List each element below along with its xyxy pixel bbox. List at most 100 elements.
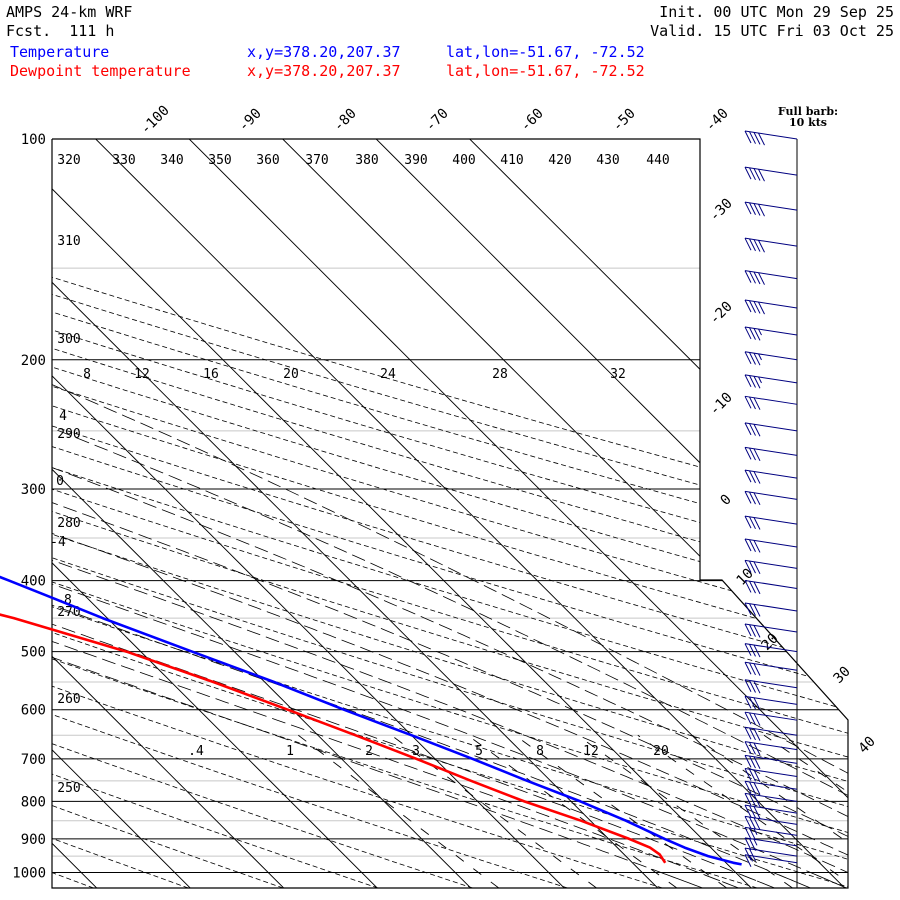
dry-adiabat <box>52 139 848 888</box>
dry-adiabat <box>52 139 189 888</box>
moist-adiabat <box>52 359 703 888</box>
pressure-tick-label: 400 <box>21 574 46 590</box>
wind-barb <box>744 780 798 795</box>
wind-barb <box>744 837 798 851</box>
moist-adiabat <box>52 359 739 888</box>
isotherm-line <box>282 139 848 888</box>
wind-barb <box>744 299 798 315</box>
pressure-tick-label: 700 <box>21 752 46 768</box>
dry-adiabat <box>52 139 663 888</box>
init-time: Init. 00 UTC Mon 29 Sep 25 <box>659 3 894 21</box>
isotherm-label: -100 <box>138 103 173 138</box>
dewpoint-xy: x,y=378.20,207.37 <box>247 62 401 80</box>
moist-adiabat <box>52 359 848 888</box>
wind-barb <box>744 768 798 783</box>
isotherm-line <box>52 139 191 888</box>
dry-adiabat <box>52 139 284 888</box>
wind-barb <box>744 490 798 506</box>
valid-time: Valid. 15 UTC Fri 03 Oct 25 <box>650 22 894 40</box>
theta-label: 310 <box>57 234 80 249</box>
mixing-ratio-label: 5 <box>475 744 483 759</box>
wind-barb <box>744 270 798 285</box>
isotherm-line <box>52 139 752 888</box>
theta-label: 350 <box>208 153 231 168</box>
dry-adiabat <box>52 139 473 888</box>
isotherm-line <box>52 139 285 888</box>
theta-label: 380 <box>355 153 378 168</box>
wind-barb <box>744 374 798 389</box>
theta-label: 250 <box>57 781 80 796</box>
isotherm-line <box>52 139 378 888</box>
wind-barb <box>744 804 798 819</box>
wind-barb <box>744 741 798 756</box>
wind-barb <box>744 661 798 676</box>
moist-adiabat <box>52 359 848 888</box>
wind-barb <box>744 847 798 862</box>
isotherm-line <box>469 139 848 888</box>
forecast-hour: Fcst. 111 h <box>6 22 115 40</box>
wind-barb <box>744 395 798 410</box>
dry-adiabat <box>52 139 848 888</box>
moist-adiabat <box>52 359 848 888</box>
isotherm-label: -20 <box>707 299 736 328</box>
isotherm-label: 0 <box>718 492 735 509</box>
theta-label: 330 <box>112 153 135 168</box>
wind-barb <box>744 559 798 575</box>
mixing-ratio-label: 1 <box>286 744 294 759</box>
theta-label: 400 <box>452 153 475 168</box>
dry-adiabat <box>52 139 848 888</box>
wind-barb <box>744 351 798 366</box>
mixing-ratio-label: .4 <box>188 744 204 759</box>
barb-legend-line1: Full barb: <box>778 105 838 118</box>
moist-adiabat <box>52 359 848 888</box>
isotherm-label: -90 <box>236 106 265 135</box>
pressure-tick-label: 600 <box>21 703 46 719</box>
mixing-ratio-line <box>692 734 848 888</box>
thetae-label: 28 <box>492 367 508 382</box>
isotherm-label: -70 <box>423 106 452 135</box>
mixing-ratio-label: 8 <box>536 744 544 759</box>
wind-barb <box>744 237 798 253</box>
dry-adiabat <box>52 139 848 888</box>
theta-label: 440 <box>646 153 669 168</box>
wind-barb <box>744 166 798 182</box>
pressure-tick-label: 200 <box>21 353 46 369</box>
theta-label: 320 <box>57 153 80 168</box>
wind-barb <box>744 623 798 638</box>
pressure-tick-label: 300 <box>21 482 46 498</box>
wind-barb <box>744 815 798 831</box>
dry-adiabat <box>52 139 848 888</box>
theta-label: 340 <box>160 153 183 168</box>
isotherm-line <box>52 139 472 888</box>
dry-adiabat <box>52 139 848 888</box>
wind-barb <box>744 602 798 617</box>
thetae-label: 24 <box>380 367 396 382</box>
moist-adiabat <box>52 359 848 888</box>
isotherm-line <box>52 139 98 888</box>
moist-adiabat <box>52 359 811 888</box>
wind-barb <box>744 515 798 530</box>
wind-barb <box>744 326 798 341</box>
isotherm-label: 30 <box>831 664 854 687</box>
thetae-label: 32 <box>610 367 626 382</box>
mixing-ratio-label: 20 <box>653 744 669 759</box>
grid-lines <box>0 139 848 888</box>
dry-adiabat <box>52 139 848 888</box>
theta-label: 300 <box>57 332 80 347</box>
isotherm-line <box>188 139 848 888</box>
isotherm-line <box>0 139 3 888</box>
dewpoint-legend: Dewpoint temperature <box>10 62 191 80</box>
temperature-legend: Temperature <box>10 43 110 61</box>
isotherm-label: 20 <box>759 631 782 654</box>
dewpoint-profile <box>0 613 667 864</box>
dry-adiabat <box>52 139 848 888</box>
thetae-label: 12 <box>134 367 150 382</box>
theta-label: 290 <box>57 427 80 442</box>
dry-adiabat <box>52 139 94 888</box>
dry-adiabat <box>52 139 848 888</box>
isotherm-line <box>95 139 846 888</box>
wind-barb <box>744 579 798 595</box>
wind-barb <box>744 201 798 217</box>
wind-barb <box>744 469 798 484</box>
